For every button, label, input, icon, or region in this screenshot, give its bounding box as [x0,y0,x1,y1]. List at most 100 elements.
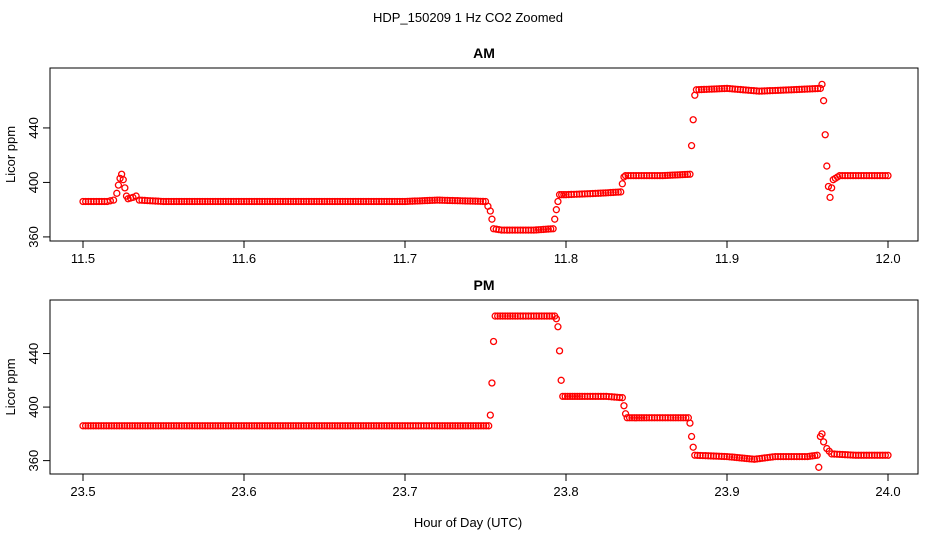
x-tick-label: 23.9 [714,484,739,499]
data-point [482,422,490,430]
data-point [107,422,116,430]
data-point [547,225,555,233]
data-point [84,422,92,430]
data-point [491,312,499,320]
data-point [801,452,809,461]
data-point [643,171,651,180]
data-point [818,80,826,88]
data-point [599,189,607,197]
data-point [471,197,479,205]
data-point [413,197,422,205]
data-point [681,170,689,179]
data-point [128,422,136,430]
plot-frame [49,67,919,242]
data-point [289,422,297,430]
x-tick-label: 11.5 [71,251,95,266]
data-point [266,197,274,206]
data-point [211,422,220,430]
data-point [219,197,227,206]
data-point [396,422,404,430]
data-point [354,422,362,430]
data-point [81,422,90,430]
data-point [621,171,630,180]
data-point [535,312,543,320]
data-point [227,422,235,430]
data-point [561,392,569,401]
data-point [411,197,419,205]
data-point [803,85,811,93]
data-point [118,422,126,430]
data-point [446,196,454,205]
data-point [224,422,233,430]
data-point [349,422,357,430]
data-point [723,452,731,461]
data-point [527,312,535,320]
data-point [227,197,235,206]
data-point [250,422,259,430]
data-point [632,171,640,180]
data-point [456,422,465,430]
data-point [790,86,798,94]
data-point [289,197,297,206]
data-point [401,197,409,206]
data-point [305,422,313,430]
data-point [162,197,170,206]
data-point [544,225,552,233]
data-point [214,197,222,206]
data-point [167,197,175,206]
data-point [715,85,724,93]
data-point [551,215,559,223]
data-point [702,85,711,93]
data-point [206,422,214,430]
data-point [302,422,310,430]
data-point [884,451,892,459]
data-point [477,422,485,430]
data-point [511,312,519,320]
data-point [509,312,517,320]
data-point [476,197,485,206]
data-point [375,422,383,430]
data-point [297,197,305,206]
data-point [418,197,426,205]
data-point [313,197,321,206]
data-point [240,422,248,430]
data-point [287,422,295,430]
data-point [758,454,766,462]
data-point [689,116,697,124]
data-point [339,197,347,206]
data-point [326,197,334,206]
data-point [261,197,269,206]
data-point [542,225,550,233]
x-tick-label: 23.8 [553,484,578,499]
data-point [248,422,256,430]
data-point [597,189,605,197]
data-point [320,422,329,430]
data-point [640,414,648,422]
data-point [461,422,470,430]
data-point [362,197,370,206]
data-point [113,189,121,197]
data-point [666,171,674,179]
data-point [281,422,290,430]
data-point [331,197,339,206]
data-point [364,422,373,430]
data-point [209,422,217,430]
data-point [800,85,809,93]
data-point [486,411,494,419]
data-point [274,197,282,206]
data-point [292,422,300,430]
data-point [814,84,822,93]
data-point [274,422,282,430]
data-point [146,422,155,430]
data-point [126,422,134,430]
data-point [242,197,251,206]
data-point [676,171,684,179]
data-point [115,422,124,430]
data-point [352,422,360,430]
data-point [250,197,259,206]
data-point [673,171,682,179]
data-point [566,392,574,401]
data-point [294,422,303,430]
data-point [354,197,362,206]
data-point [229,197,238,206]
